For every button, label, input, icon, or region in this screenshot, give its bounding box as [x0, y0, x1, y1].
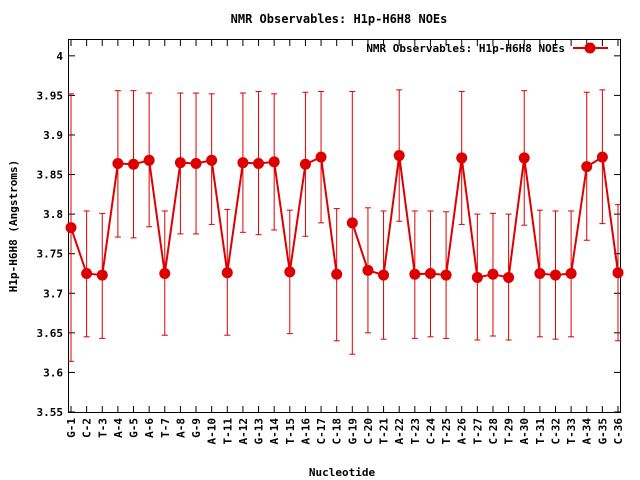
- data-point: [206, 154, 218, 166]
- x-tick-label: A-12: [237, 418, 250, 445]
- x-tick-label: T-27: [471, 418, 484, 445]
- data-point: [190, 157, 202, 169]
- x-tick-label: G-1: [65, 418, 78, 438]
- data-point: [174, 157, 186, 169]
- x-tick-label: T-31: [534, 418, 547, 445]
- data-point: [456, 152, 468, 164]
- x-tick-label: A-6: [143, 418, 156, 438]
- data-point: [534, 267, 546, 279]
- y-tick-label: 3.65: [37, 327, 64, 340]
- x-tick-label: A-26: [456, 418, 469, 445]
- data-point: [612, 267, 624, 279]
- x-tick-label: T-33: [565, 418, 578, 445]
- x-tick-label: T-23: [409, 418, 422, 445]
- data-point: [65, 222, 77, 234]
- x-tick-label: A-34: [581, 418, 594, 445]
- data-point: [96, 269, 108, 281]
- y-axis: 3.55 3.6 3.65 3.7 3.75 3.8 3.85 3.9 3.95 4: [37, 50, 620, 419]
- x-axis-title: Nucleotide: [309, 466, 376, 479]
- x-tick-label: C-18: [331, 418, 344, 445]
- x-tick-label: T-11: [221, 418, 234, 445]
- x-tick-label: C-36: [612, 418, 625, 445]
- x-tick-label: A-22: [393, 418, 406, 445]
- x-tick-label: A-16: [299, 418, 312, 445]
- data-point: [596, 151, 608, 163]
- data-point: [581, 161, 593, 173]
- data-point: [128, 158, 140, 170]
- data-point: [331, 268, 343, 280]
- y-tick-label: 3.85: [37, 169, 64, 182]
- y-tick-label: 3.6: [43, 366, 63, 379]
- data-point: [424, 267, 436, 279]
- x-tick-label: G-19: [346, 418, 359, 445]
- y-tick-label: 4: [56, 50, 63, 63]
- x-tick-label: T-7: [159, 418, 172, 438]
- error-bars: [68, 89, 621, 362]
- x-tick-label: A-8: [174, 418, 187, 438]
- y-tick-label: 3.7: [43, 287, 63, 300]
- y-axis-title: H1p-H6H8 (Angstroms): [7, 160, 20, 292]
- x-tick-label: T-29: [503, 418, 516, 445]
- data-point: [284, 266, 296, 278]
- series-line: [70, 155, 338, 277]
- x-tick-label: T-21: [378, 418, 391, 445]
- series-lines: [70, 155, 619, 279]
- data-point: [315, 151, 327, 163]
- data-point: [378, 269, 390, 281]
- y-tick-label: 3.8: [43, 208, 63, 221]
- data-point: [362, 264, 374, 276]
- data-point: [409, 268, 421, 280]
- x-tick-label: C-2: [81, 418, 94, 438]
- data-point: [112, 157, 124, 169]
- series-line: [351, 155, 619, 279]
- data-point: [518, 152, 530, 164]
- x-tick-label: A-4: [112, 418, 125, 438]
- y-tick-label: 3.9: [43, 129, 63, 142]
- data-point: [143, 154, 155, 166]
- y-tick-label: 3.95: [37, 89, 64, 102]
- x-tick-label: G-35: [596, 418, 609, 445]
- data-points: [65, 150, 624, 283]
- data-point: [503, 271, 515, 283]
- data-point: [549, 269, 561, 281]
- data-point: [440, 269, 452, 281]
- x-tick-label: A-14: [268, 418, 281, 445]
- y-tick-label: 3.75: [37, 248, 64, 261]
- data-point: [487, 268, 499, 280]
- legend: NMR Observables: H1p-H6H8 NOEs: [366, 42, 608, 55]
- x-tick-label: T-3: [96, 418, 109, 438]
- x-tick-label: G-13: [253, 418, 266, 445]
- data-point: [393, 150, 405, 162]
- legend-marker-sample: [584, 42, 596, 54]
- x-tick-label: C-17: [315, 418, 328, 445]
- data-point: [471, 271, 483, 283]
- legend-label: NMR Observables: H1p-H6H8 NOEs: [366, 42, 565, 55]
- data-point: [253, 157, 265, 169]
- x-axis: G-1 C-2 T-3 A-4 G-5 A-6 T-7 A-8 G-9 A-10 T-11 A-12 G…: [65, 40, 625, 445]
- data-point: [346, 217, 358, 229]
- data-point: [237, 157, 249, 169]
- data-point: [221, 267, 233, 279]
- x-tick-label: T-15: [284, 418, 297, 445]
- chart-title: NMR Observables: H1p-H6H8 NOEs: [231, 12, 448, 26]
- x-tick-label: C-20: [362, 418, 375, 445]
- x-tick-label: G-9: [190, 418, 203, 438]
- data-point: [565, 267, 577, 279]
- x-tick-label: C-28: [487, 418, 500, 445]
- y-tick-label: 3.55: [37, 406, 64, 419]
- data-point: [81, 267, 93, 279]
- x-tick-label: G-5: [128, 418, 141, 438]
- plot-frame: [68, 39, 621, 413]
- x-tick-label: A-10: [206, 418, 219, 445]
- data-point: [159, 267, 171, 279]
- data-point: [299, 158, 311, 170]
- x-tick-label: A-30: [518, 418, 531, 445]
- data-point: [268, 156, 280, 168]
- x-tick-label: C-32: [549, 418, 562, 445]
- x-tick-label: C-24: [424, 418, 437, 445]
- x-tick-label: T-25: [440, 418, 453, 445]
